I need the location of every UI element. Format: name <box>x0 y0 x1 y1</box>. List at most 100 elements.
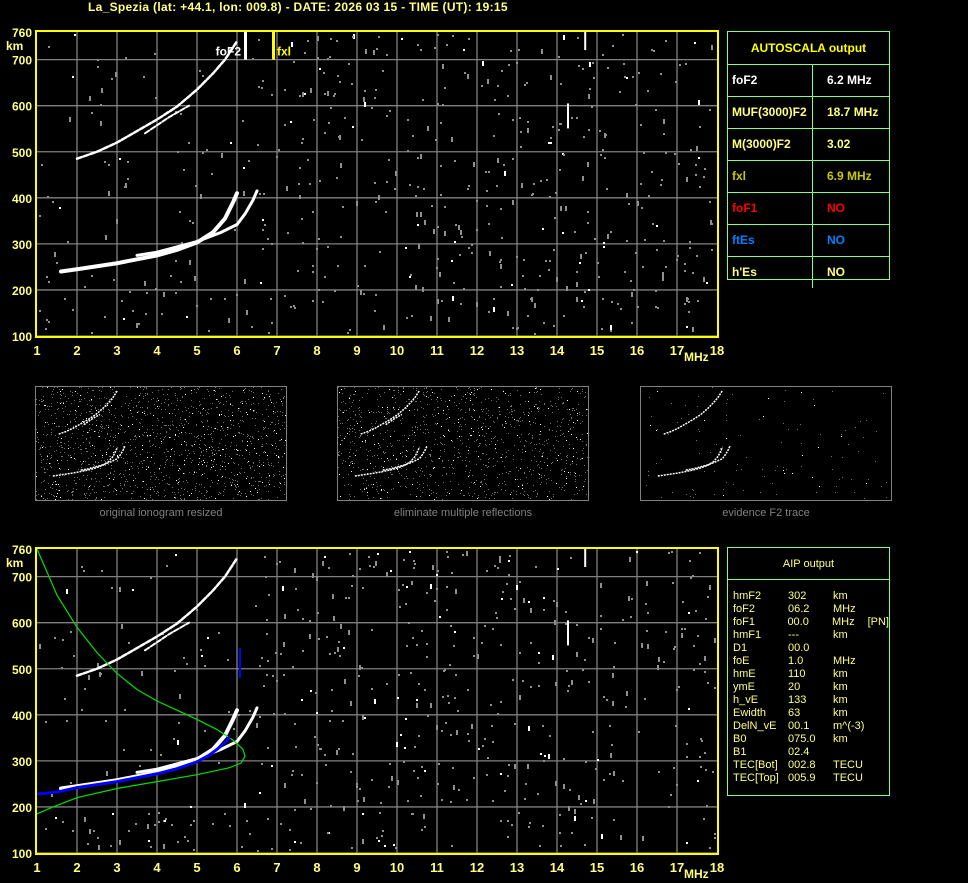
noise-dot <box>266 477 267 478</box>
noise-dot <box>588 129 590 131</box>
noise-dot <box>400 420 401 421</box>
noise-dot <box>566 286 568 291</box>
noise-dot <box>86 438 87 439</box>
noise-dot <box>458 422 459 423</box>
noise-dot <box>165 495 166 496</box>
noise-dot <box>115 489 116 490</box>
noise-dot <box>211 450 212 451</box>
noise-dot <box>574 410 575 411</box>
noise-dot <box>316 782 318 784</box>
noise-dot <box>444 467 445 468</box>
noise-dot <box>238 408 239 409</box>
noise-dot <box>60 398 61 399</box>
noise-dot <box>211 427 212 428</box>
noise-dot <box>443 413 444 414</box>
noise-dot <box>697 780 699 782</box>
noise-dot <box>80 449 81 450</box>
noise-dot <box>557 421 558 422</box>
noise-dot <box>324 93 326 95</box>
noise-dot <box>76 417 77 418</box>
noise-dot <box>495 448 496 449</box>
noise-dot <box>566 456 567 457</box>
noise-dot <box>277 497 278 498</box>
noise-dot <box>349 452 350 453</box>
noise-dot <box>385 432 386 433</box>
noise-dot <box>78 447 79 448</box>
noise-dot <box>229 478 230 479</box>
noise-dot <box>171 387 172 388</box>
noise-dot <box>430 474 431 475</box>
noise-dot <box>576 409 577 410</box>
noise-dot <box>276 455 277 456</box>
noise-dot <box>368 556 370 558</box>
noise-dot <box>491 495 492 496</box>
noise-dot <box>173 425 174 426</box>
noise-dot <box>169 437 170 438</box>
noise-dot <box>228 427 229 428</box>
noise-dot <box>324 556 326 558</box>
noise-dot <box>360 489 361 490</box>
noise-dot <box>440 450 441 451</box>
noise-dot <box>379 412 380 413</box>
noise-dot <box>182 411 183 412</box>
noise-dot <box>370 429 371 430</box>
noise-dot <box>684 628 686 630</box>
noise-dot <box>458 789 460 791</box>
noise-dot <box>505 393 506 394</box>
noise-dot <box>234 484 235 485</box>
noise-dot <box>466 466 467 467</box>
y-tick-label: 700 <box>12 571 32 585</box>
noise-dot <box>450 734 452 736</box>
noise-dot <box>533 485 534 486</box>
noise-dot <box>268 462 269 463</box>
noise-dot <box>375 201 377 203</box>
noise-dot <box>228 463 229 464</box>
noise-dot <box>359 407 360 408</box>
noise-dot <box>113 446 114 447</box>
noise-dot <box>559 123 561 125</box>
noise-dot <box>576 271 578 273</box>
noise-dot <box>443 435 444 436</box>
noise-dot <box>259 460 260 461</box>
noise-dot <box>696 255 698 257</box>
noise-dot <box>359 400 360 401</box>
noise-dot <box>570 472 571 473</box>
noise-dot <box>127 461 128 462</box>
noise-dot <box>536 461 537 462</box>
noise-dot <box>175 111 177 113</box>
noise-dot <box>142 463 143 464</box>
noise-dot <box>446 609 448 611</box>
noise-dot <box>59 426 60 427</box>
noise-dot <box>648 471 649 472</box>
autoscala-key: M(3000)F2 <box>728 129 813 160</box>
noise-dot <box>154 472 155 473</box>
noise-dot <box>111 468 112 469</box>
noise-dot <box>412 434 413 435</box>
noise-dot <box>337 75 339 77</box>
noise-dot <box>531 411 532 412</box>
noise-dot <box>491 438 492 439</box>
noise-dot <box>179 425 180 426</box>
aip-cell: 133 <box>788 694 807 706</box>
noise-dot <box>417 777 419 779</box>
noise-dot <box>240 495 241 496</box>
noise-dot <box>142 445 143 446</box>
noise-dot <box>75 414 76 415</box>
noise-dot <box>449 417 450 418</box>
noise-dot <box>147 429 148 430</box>
noise-dot <box>146 432 147 433</box>
noise-dot <box>192 446 193 447</box>
noise-dot <box>349 434 350 435</box>
noise-dot <box>270 394 271 395</box>
noise-dot <box>52 488 53 489</box>
noise-dot <box>373 50 375 55</box>
noise-dot <box>455 224 457 226</box>
noise-dot <box>415 426 416 427</box>
noise-dot <box>162 480 163 481</box>
noise-dot <box>714 494 715 495</box>
noise-dot <box>543 597 545 599</box>
noise-dot <box>251 485 252 486</box>
noise-dot <box>405 462 406 463</box>
noise-dot <box>524 495 525 496</box>
noise-dot <box>253 495 254 496</box>
